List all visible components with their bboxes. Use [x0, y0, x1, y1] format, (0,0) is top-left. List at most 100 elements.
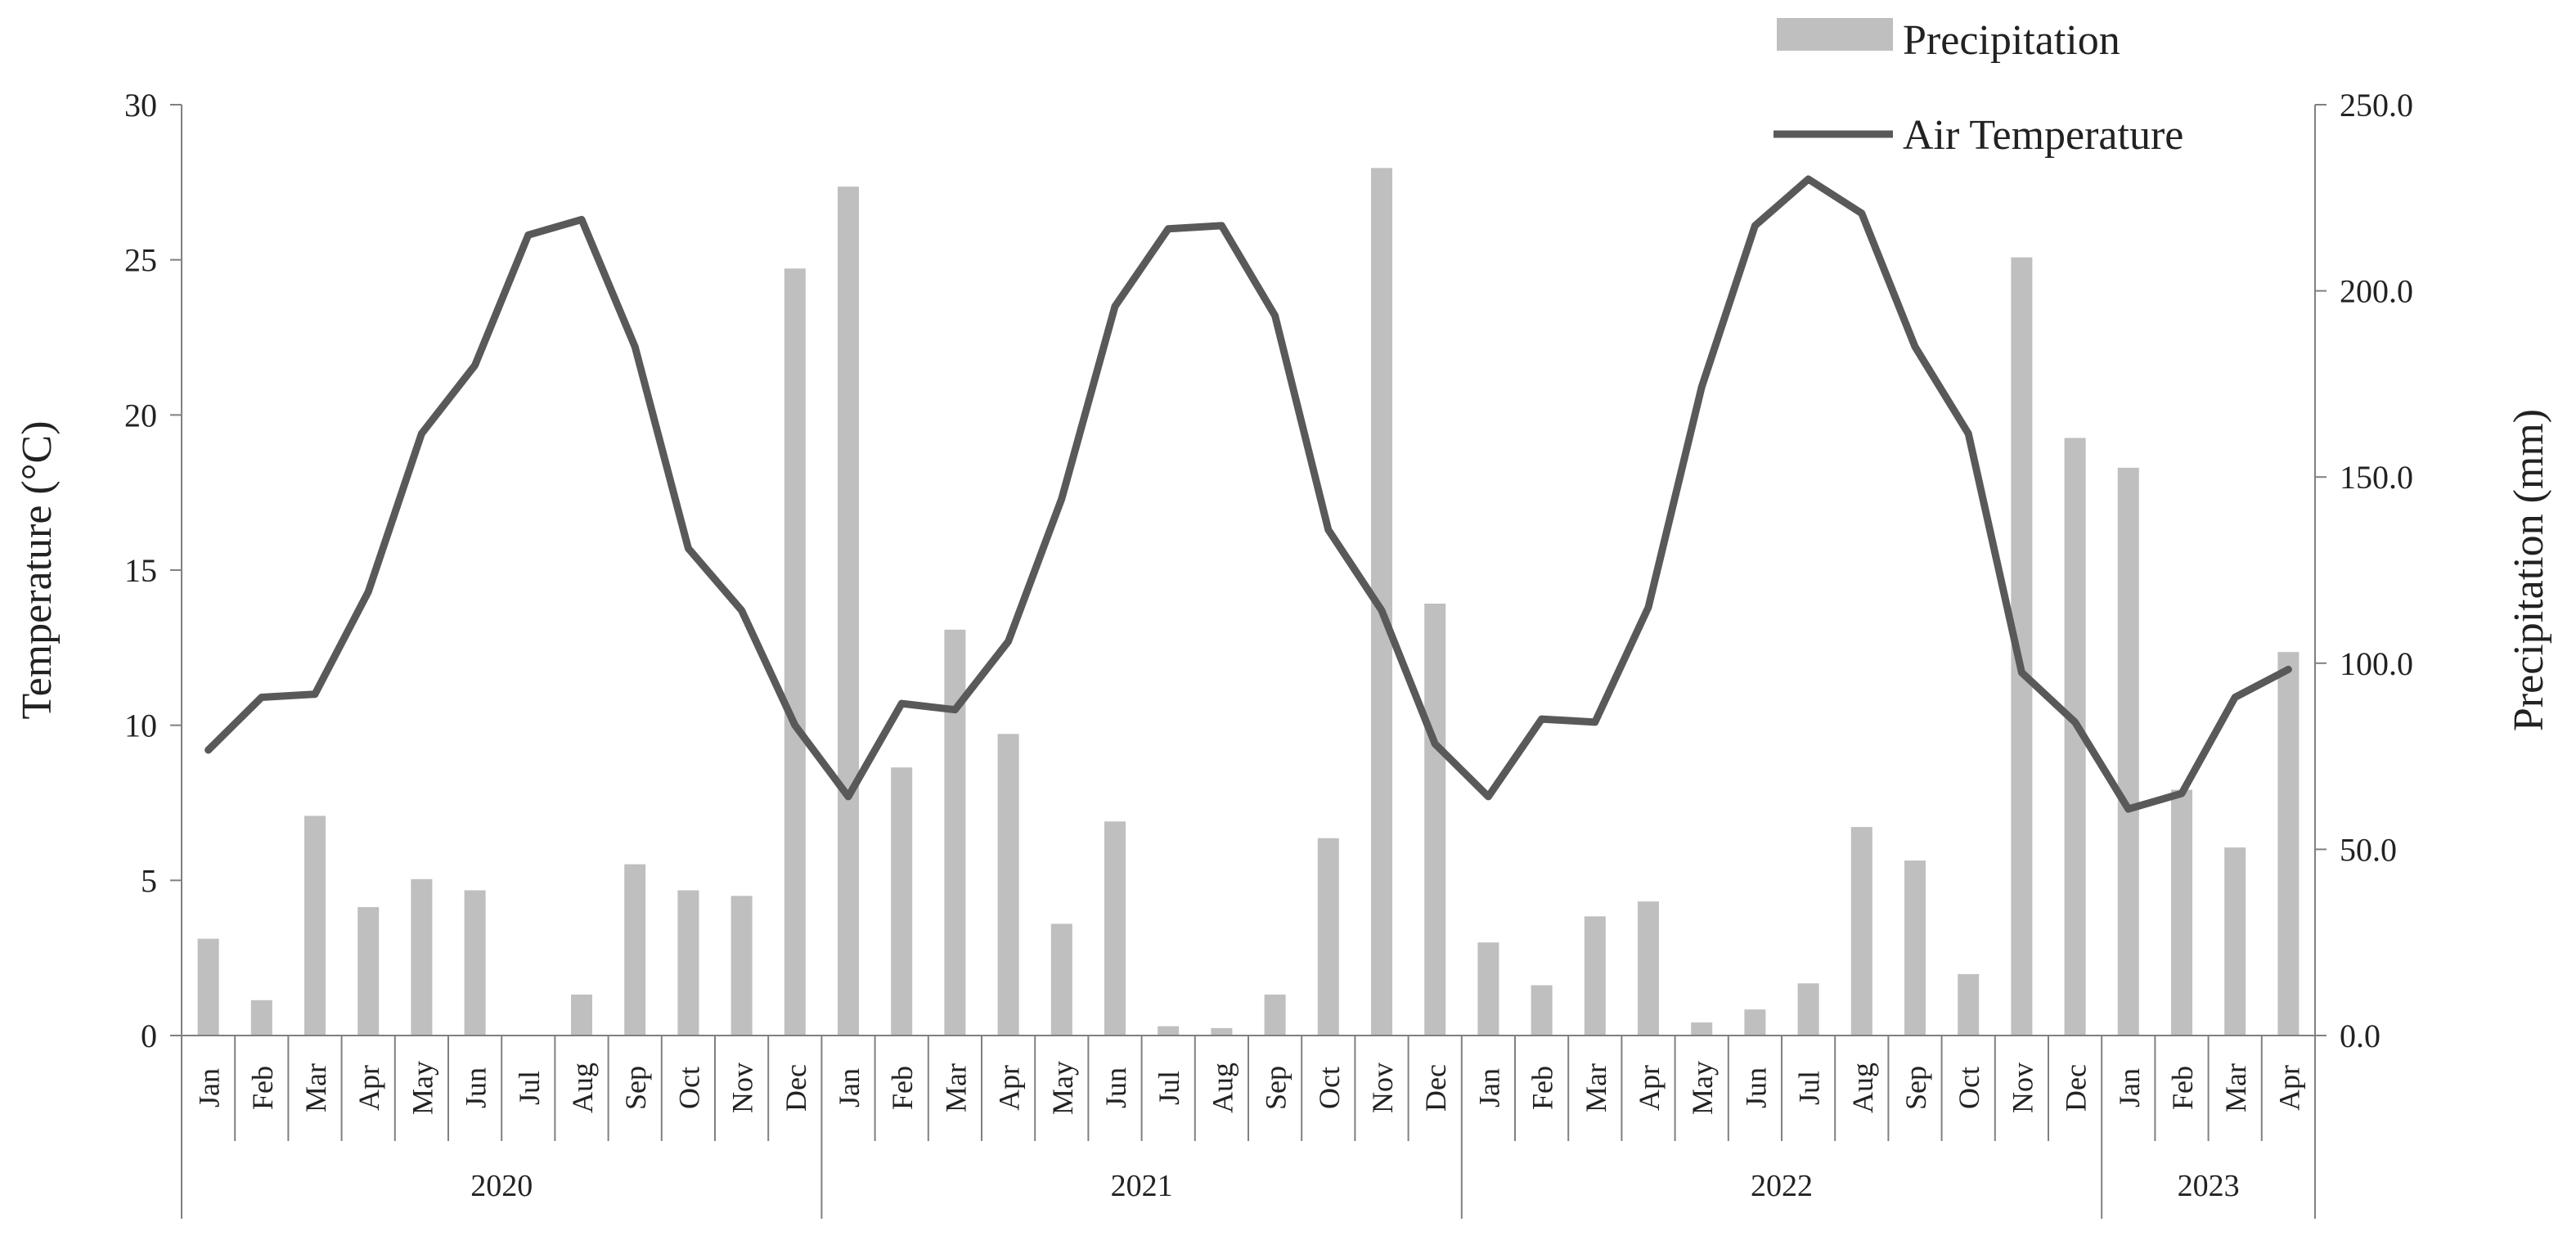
right-tick-label: 50.0 [2340, 831, 2397, 868]
temperature-line [205, 175, 2292, 813]
month-tick-label: Oct [1313, 1067, 1346, 1109]
legend: Precipitation Air Temperature [1774, 17, 2183, 159]
precipitation-bar [357, 906, 380, 1036]
month-tick-label: Feb [1526, 1066, 1559, 1110]
left-tick-label: 20 [124, 397, 157, 434]
month-tick-label: Aug [1846, 1063, 1879, 1113]
precipitation-bars [197, 168, 2300, 1036]
month-tick-label: Jan [2113, 1068, 2146, 1107]
month-tick-label: Apr [993, 1065, 1026, 1111]
month-tick-label: Sep [1899, 1066, 1932, 1110]
month-tick-label: Aug [1206, 1063, 1239, 1113]
precipitation-bar [731, 896, 753, 1036]
precipitation-bar [1958, 973, 1980, 1036]
precipitation-bar [891, 767, 913, 1036]
month-tick-label: Oct [672, 1067, 705, 1109]
precipitation-bar [1904, 860, 1926, 1036]
left-tick-label: 5 [141, 862, 157, 899]
month-tick-label: Dec [1419, 1064, 1452, 1112]
year-label: 2023 [2178, 1169, 2240, 1203]
month-tick-label: Aug [566, 1063, 599, 1113]
month-tick-label: Dec [780, 1064, 812, 1112]
precipitation-bar [411, 878, 433, 1036]
month-tick-label: Mar [299, 1063, 332, 1112]
month-tick-label: May [1046, 1061, 1079, 1115]
month-tick-label: Feb [886, 1066, 919, 1110]
right-axis-title: Precipitation (mm) [2506, 409, 2552, 731]
right-tick-label: 150.0 [2340, 459, 2413, 496]
month-tick-label: Apr [353, 1065, 385, 1111]
month-tick-label: Jul [1153, 1071, 1185, 1105]
month-tick-label: Jul [1793, 1071, 1826, 1105]
precipitation-bar [1531, 985, 1553, 1036]
month-tick-label: May [406, 1061, 438, 1115]
precipitation-bar [1211, 1027, 1233, 1036]
axes [170, 104, 2326, 1219]
left-tick-label: 30 [124, 87, 157, 124]
year-label: 2022 [1751, 1169, 1813, 1203]
left-tick-label: 15 [124, 552, 157, 589]
precipitation-bar [1264, 994, 1286, 1036]
right-tick-label: 100.0 [2340, 645, 2413, 682]
precipitation-bar [624, 864, 646, 1036]
precipitation-bar [2224, 847, 2246, 1036]
precipitation-bar [1584, 916, 1606, 1036]
right-tick-label: 250.0 [2340, 87, 2413, 124]
month-tick-label: May [1686, 1061, 1719, 1115]
month-tick-label: Oct [1953, 1067, 1985, 1109]
month-tick-label: Jan [193, 1068, 226, 1107]
precipitation-bar [1850, 827, 1872, 1036]
month-tick-label: Feb [2166, 1066, 2199, 1110]
precipitation-bar [1477, 942, 1499, 1036]
month-tick-label: Sep [619, 1066, 652, 1110]
month-tick-label: Mar [1580, 1063, 1612, 1112]
month-tick-label: Jan [833, 1068, 865, 1107]
month-tick-label: Jun [460, 1067, 492, 1108]
precipitation-bar [2117, 467, 2139, 1036]
right-tick-label: 0.0 [2340, 1018, 2380, 1054]
month-tick-label: Jun [1739, 1067, 1772, 1108]
precipitation-bar [464, 890, 486, 1036]
precipitation-bar [1317, 838, 1339, 1036]
legend-swatch-precipitation [1777, 18, 1893, 51]
left-tick-label: 25 [124, 242, 157, 279]
month-tick-label: Feb [246, 1066, 279, 1110]
precipitation-bar [944, 629, 966, 1036]
month-tick-label: Mar [2219, 1063, 2252, 1112]
precipitation-bar [838, 186, 859, 1036]
month-tick-label: Sep [1260, 1066, 1292, 1110]
precipitation-bar [677, 890, 699, 1036]
axis-labels: 0 5 10 15 20 25 30 0.0 50.0 100.0 150.0 200.0 250.0 J… [14, 87, 2552, 1203]
year-label: 2021 [1111, 1169, 1173, 1203]
precipitation-bar [2171, 789, 2192, 1036]
precipitation-bar [2277, 652, 2300, 1036]
left-tick-label: 0 [141, 1018, 157, 1054]
left-axis-title: Temperature (°C) [14, 420, 61, 719]
precipitation-bar [250, 1000, 272, 1036]
precipitation-bar [1424, 603, 1446, 1036]
month-tick-label: Mar [939, 1063, 972, 1112]
month-tick-label: Nov [1366, 1063, 1399, 1113]
left-tick-label: 10 [124, 708, 157, 744]
precipitation-bar [997, 734, 1019, 1036]
month-tick-label: Apr [1633, 1065, 1666, 1111]
temperature-line-group [205, 175, 2292, 813]
precipitation-bar [1104, 821, 1126, 1036]
month-tick-label: Apr [2273, 1065, 2305, 1111]
precipitation-bar [197, 938, 219, 1036]
legend-label-precipitation: Precipitation [1903, 17, 2120, 64]
month-tick-label: Jan [1472, 1068, 1505, 1107]
legend-label-air-temperature: Air Temperature [1903, 112, 2183, 159]
month-tick-label: Dec [2060, 1064, 2093, 1112]
month-tick-label: Nov [726, 1063, 759, 1113]
precipitation-bar [1797, 983, 1819, 1036]
precipitation-bar [1691, 1022, 1713, 1036]
precipitation-bar [1050, 923, 1072, 1036]
precipitation-bar [1158, 1026, 1180, 1036]
month-tick-label: Jul [513, 1071, 546, 1105]
right-tick-label: 200.0 [2340, 273, 2413, 310]
precipitation-bar [784, 268, 806, 1036]
precipitation-bar [1744, 1009, 1766, 1036]
